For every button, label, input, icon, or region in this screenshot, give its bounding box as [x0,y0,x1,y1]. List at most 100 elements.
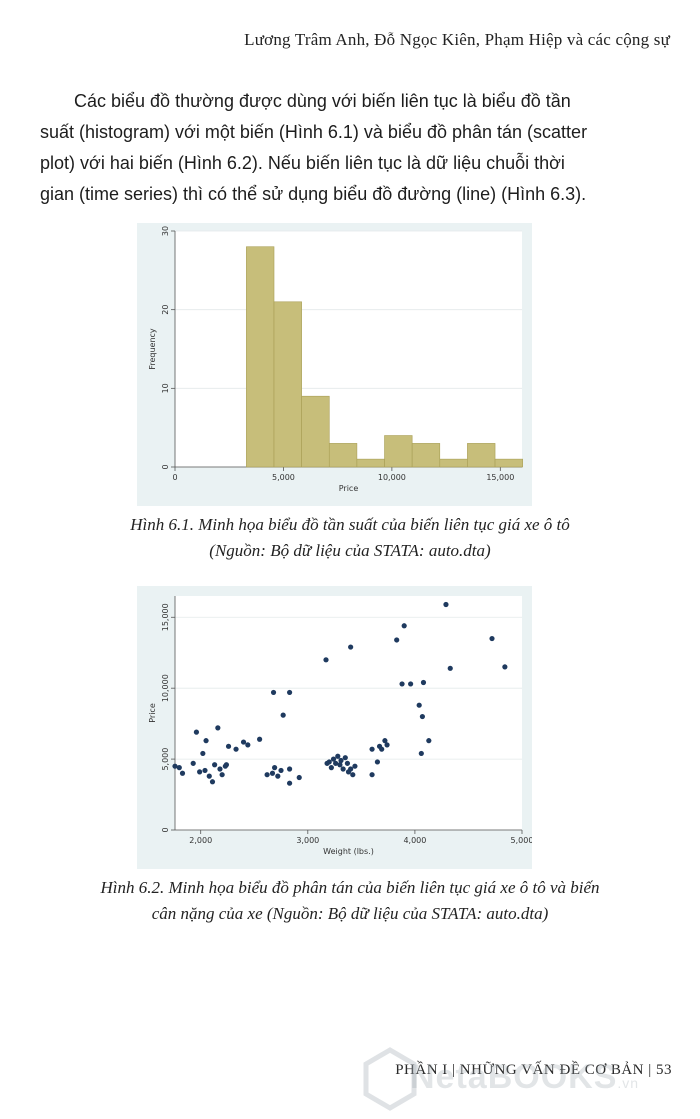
scatter-point [447,665,453,671]
scatter-point [342,755,348,761]
scatter-point [240,739,247,745]
x-tick-label: 0 [172,473,177,482]
scatter-point [337,762,343,768]
scatter-point [348,766,354,772]
scatter-figure: 0 5,000 10,000 15,000 2,000 3,000 4,000 5,000 We… [137,586,532,869]
scatter-point [172,763,178,769]
scatter-point [340,766,346,772]
scatter-point [275,773,281,779]
y-tick-label: 5,000 [161,748,170,771]
histogram-bar [439,458,468,468]
x-tick-label: 5,000 [272,473,295,482]
y-tick-label: 0 [161,464,170,469]
scatter-chart: 0 5,000 10,000 15,000 2,000 3,000 4,000 5,000 We… [148,596,532,856]
scatter-point [369,746,375,752]
caption-line: Hình 6.2. Minh họa biểu đồ phân tán của … [100,878,600,897]
scatter-point [344,760,351,766]
y-tick-label: 20 [161,305,170,315]
scatter-point [335,753,341,759]
histogram-bar [301,395,330,468]
y-tick-label: 0 [161,827,170,832]
x-tick-label: 3,000 [296,836,319,845]
scatter-point [286,766,293,772]
scatter-point [270,689,277,696]
x-tick-label: 15,000 [486,473,514,482]
scatter-point [348,644,354,650]
scatter-point [328,765,334,771]
scatter-point [338,757,344,764]
scatter-point [384,742,390,748]
x-tick-label: 5,000 [511,836,532,845]
scatter-point [223,762,230,768]
scatter-point [215,725,221,731]
histogram-bar [246,246,275,468]
x-tick-label: 2,000 [189,836,212,845]
scatter-point [350,772,356,778]
histogram-bar [467,443,496,468]
scatter-point [426,738,432,744]
scatter-point [245,742,251,748]
watermark-logo: NetaBOOKS.vn [360,1044,700,1114]
histogram-chart: 0 10 20 30 0 5,000 10,000 15,000 Price Frequency [148,226,523,493]
scatter-point [326,759,332,765]
scatter-point [418,750,424,757]
scatter-point [323,657,329,663]
scatter-point [489,635,495,642]
scatter-point [420,679,427,686]
scatter-point [443,601,449,608]
histogram-bar [273,301,302,468]
scatter-point [374,759,381,765]
y-axis-label: Price [148,703,157,723]
scatter-point [212,762,218,768]
scatter-point [219,772,225,778]
scatter-point [330,756,337,762]
scatter-point [264,772,270,778]
scatter-point [209,779,216,785]
body-paragraph: Các biểu đồ thường được dùng với biến li… [40,86,660,210]
scatter-point [333,760,339,766]
scatter-point [190,760,196,766]
scatter-point [217,766,223,772]
caption-source: cân nặng của xe (Nguồn: Bộ dữ liệu của S… [151,904,549,923]
histogram-bar [494,458,523,468]
x-tick-label: 10,000 [378,473,406,482]
figure-6-2-caption: Hình 6.2. Minh họa biểu đồ phân tán của … [20,875,680,927]
scatter-point [408,681,414,687]
y-tick-label: 10,000 [161,674,170,702]
scatter-point [419,713,425,720]
scatter-point [179,770,186,776]
scatter-point [203,738,209,744]
scatter-point [272,765,278,771]
scatter-point [382,738,388,744]
histogram-figure: 0 10 20 30 0 5,000 10,000 15,000 Price Frequency [137,223,532,506]
scatter-point [225,743,232,749]
watermark-mark-icon [363,1047,417,1111]
scatter-point [278,767,284,774]
figure-6-1-caption: Hình 6.1. Minh họa biểu đồ tần suất của … [20,512,680,564]
scatter-point [399,681,405,687]
scatter-point [379,746,385,752]
scatter-point [401,623,407,629]
histogram-bar [384,435,413,468]
caption-source: (Nguồn: Bộ dữ liệu của STATA: auto.dta) [209,541,491,560]
scatter-point [200,750,206,757]
histogram-bar [356,458,385,468]
paragraph-line: Các biểu đồ thường được dùng với biến li… [74,91,571,111]
paragraph-line: suất (histogram) với một biến (Hình 6.1)… [40,122,588,142]
scatter-point [257,736,263,742]
scatter-point [202,767,208,774]
scatter-point [233,746,239,752]
y-tick-label: 30 [161,226,170,236]
x-tick-label: 4,000 [403,836,426,845]
scatter-point [269,770,276,776]
scatter-point [197,769,203,775]
plot-area [175,596,522,830]
scatter-point [296,774,302,781]
histogram-bar [328,443,358,468]
running-header: Lương Trâm Anh, Đỗ Ngọc Kiên, Phạm Hiệp … [244,30,670,49]
scatter-point [394,637,400,643]
x-axis-label: Price [339,484,359,493]
scatter-point [280,712,286,718]
paragraph-line: gian (time series) thì có thể sử dụng bi… [40,184,587,204]
page-footer: PHẦN I | NHỮNG VẤN ĐỀ CƠ BẢN | 53 [395,1062,672,1078]
